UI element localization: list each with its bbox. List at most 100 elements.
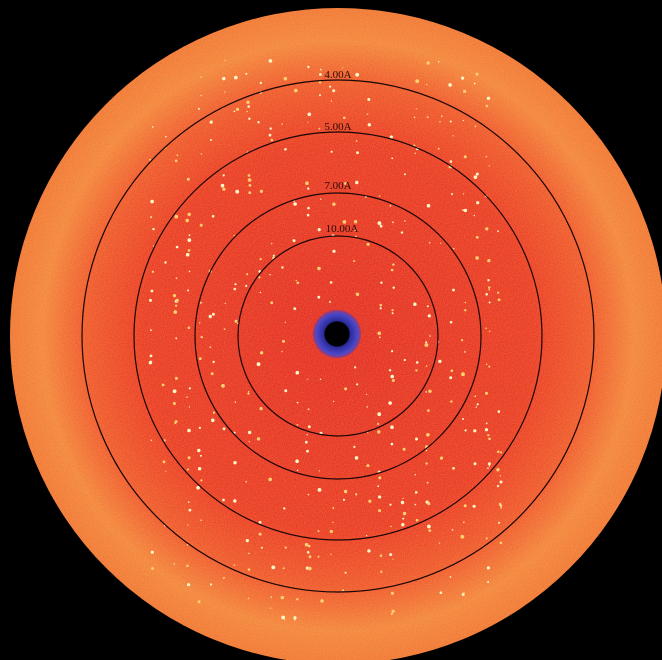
diffraction-spot (453, 248, 455, 250)
diffraction-spot (416, 361, 419, 364)
diffraction-spot (177, 154, 179, 156)
diffraction-spot (189, 387, 191, 389)
diffraction-spot (464, 209, 467, 212)
diffraction-spot (462, 418, 464, 420)
diffraction-spot (307, 379, 308, 380)
diffraction-spot (489, 331, 491, 333)
diffraction-spot (473, 429, 476, 432)
diffraction-spot (401, 231, 403, 233)
diffraction-spot (186, 219, 189, 222)
diffraction-spot (498, 410, 501, 413)
diffraction-spot (248, 174, 251, 177)
diffraction-spot (427, 482, 429, 484)
diffraction-spot (448, 83, 452, 87)
diffraction-spot (213, 361, 215, 363)
diffraction-spot (391, 350, 393, 352)
diffraction-spot (413, 303, 416, 306)
diffraction-spot (404, 359, 406, 361)
diffraction-spot (165, 471, 166, 472)
diffraction-spot (222, 184, 224, 186)
diffraction-spot (414, 153, 416, 155)
diffraction-spot (343, 117, 346, 120)
diffraction-spot (188, 213, 191, 216)
diffraction-spot (391, 309, 393, 311)
diffraction-spot (355, 181, 358, 184)
diffraction-spot (175, 305, 177, 307)
diffraction-spot (427, 525, 431, 529)
diffraction-spot (297, 470, 298, 471)
diffraction-spot (284, 619, 285, 620)
diffraction-spot (368, 500, 371, 503)
diffraction-spot (401, 501, 404, 504)
diffraction-spot (391, 443, 394, 446)
diffraction-spot (451, 193, 453, 195)
diffraction-spot (297, 282, 300, 285)
diffraction-spot (234, 111, 236, 113)
diffraction-spot (477, 403, 479, 405)
diffraction-spot (246, 273, 248, 275)
diffraction-spot (260, 258, 262, 260)
diffraction-spot (294, 619, 296, 621)
diffraction-spot (150, 361, 153, 364)
diffraction-spot (439, 542, 440, 543)
diffraction-spot (487, 434, 489, 436)
diffraction-spot (499, 503, 502, 506)
diffraction-spot (380, 304, 383, 307)
diffraction-spot (176, 299, 179, 302)
diffraction-spot (246, 111, 248, 113)
diffraction-spot (353, 446, 355, 448)
diffraction-spot (175, 337, 177, 339)
diffraction-spot (320, 379, 321, 380)
diffraction-spot (450, 321, 453, 324)
diffraction-spot (500, 451, 502, 453)
diffraction-spot (474, 83, 476, 85)
diffraction-spot (248, 568, 251, 571)
diffraction-spot (486, 537, 488, 539)
diffraction-spot (415, 438, 418, 441)
diffraction-spot (476, 173, 479, 176)
diffraction-spot (476, 201, 479, 204)
diffraction-spot (269, 134, 272, 137)
diffraction-spot (164, 261, 166, 263)
diffraction-spot (452, 135, 453, 136)
beam-stop (313, 310, 361, 358)
diffraction-spot (187, 468, 189, 470)
diffraction-spot (330, 530, 333, 533)
diffraction-spot (222, 499, 225, 502)
diffraction-spot (332, 507, 334, 509)
diffraction-spot (487, 566, 490, 569)
diffraction-spot (367, 243, 370, 246)
diffraction-spot (464, 351, 466, 353)
diffraction-spot (485, 227, 488, 230)
diffraction-spot (293, 307, 296, 310)
diffraction-spot (199, 427, 201, 429)
diffraction-spot (222, 77, 225, 80)
diffraction-spot (426, 450, 428, 452)
diffraction-spot (260, 82, 262, 84)
diffraction-spot (270, 608, 271, 609)
diffraction-spot (209, 346, 211, 348)
diffraction-spot (222, 188, 225, 191)
diffraction-spot (487, 97, 490, 100)
diffraction-spot (497, 485, 499, 487)
diffraction-spot (234, 283, 236, 285)
diffraction-spot (247, 151, 248, 152)
diffraction-spot (320, 599, 324, 603)
diffraction-spot (309, 555, 312, 558)
diffraction-spot (378, 476, 381, 479)
diffraction-spot (281, 123, 283, 125)
diffraction-spot (392, 312, 394, 314)
diffraction-spot (162, 384, 165, 387)
diffraction-spot (150, 216, 152, 218)
diffraction-spot (247, 393, 249, 395)
diffraction-spot (498, 298, 501, 301)
diffraction-spot (476, 236, 479, 239)
diffraction-spot (392, 379, 395, 382)
diffraction-spot (248, 178, 252, 182)
diffraction-spot (390, 135, 393, 138)
diffraction-spot (390, 526, 392, 528)
diffraction-spot (245, 285, 247, 287)
diffraction-spot (271, 566, 275, 570)
diffraction-spot (403, 512, 406, 515)
diffraction-spot (245, 73, 247, 75)
